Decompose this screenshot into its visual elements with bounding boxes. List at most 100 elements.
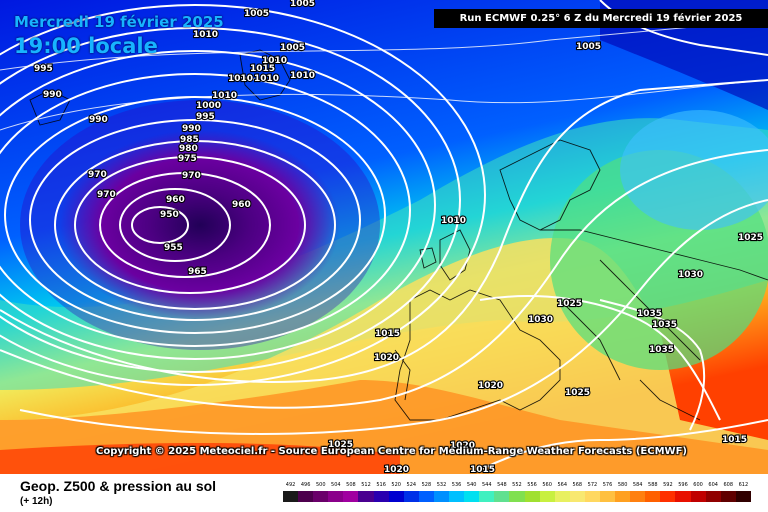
legend-swatch: [494, 491, 510, 502]
isobar-label: 1035: [652, 320, 677, 330]
legend-cell: 504: [328, 482, 344, 504]
legend-cell: 576: [599, 482, 616, 504]
green-band: [0, 118, 768, 391]
isobar-label: 960: [232, 200, 251, 210]
isobar-label: 1025: [738, 233, 763, 243]
isobar-label: 1010: [254, 74, 279, 84]
legend-swatch: [675, 491, 691, 502]
legend-swatch: [509, 491, 525, 502]
legend-cell: 544: [479, 482, 495, 504]
legend-swatch: [388, 491, 404, 502]
isobar-label: 975: [178, 154, 197, 164]
legend-swatch: [630, 491, 646, 502]
legend-cell: 560: [539, 482, 555, 504]
isobar-label: 1020: [450, 441, 475, 451]
legend-swatch: [328, 491, 344, 502]
isobar-label: 955: [164, 243, 183, 253]
legend-label: 508: [346, 482, 356, 488]
legend-cell: 524: [403, 482, 419, 504]
isobar-label: 1010: [262, 56, 287, 66]
legend-cell: 588: [645, 482, 661, 504]
legend-cell: 512: [358, 482, 374, 504]
legend-swatch: [283, 491, 299, 502]
legend-swatch: [464, 491, 480, 502]
red-band: [0, 443, 400, 474]
legend-swatch: [615, 491, 631, 502]
weather-map: 1005 1005 1010 1005 1010 1015 1010 1010 …: [0, 0, 768, 474]
legend-swatch: [373, 491, 389, 502]
isobar-label: 985: [180, 135, 199, 145]
legend-label: 556: [527, 482, 537, 488]
legend-label: 528: [421, 482, 432, 488]
legend-label: 568: [572, 482, 583, 488]
legend-label: 596: [678, 482, 688, 488]
legend-swatch: [524, 491, 540, 502]
map-date: Mercredi 19 février 2025: [14, 13, 224, 31]
isobar-label: 970: [88, 170, 107, 180]
legend-label: 500: [315, 482, 326, 488]
legend-cell: 584: [630, 482, 646, 504]
legend-label: 540: [466, 482, 477, 488]
legend-label: 504: [331, 482, 341, 488]
legend-swatch: [584, 491, 600, 502]
legend-label: 536: [451, 482, 462, 488]
isobar-label: 1010: [193, 30, 218, 40]
legend-label: 600: [693, 482, 703, 488]
legend-label: 584: [632, 482, 643, 488]
legend-cell: 592: [660, 482, 676, 504]
legend-swatch: [720, 491, 736, 502]
legend-cell: 548: [494, 482, 510, 504]
isobar-label: 1005: [280, 43, 305, 53]
footer-subtitle: (+ 12h): [20, 496, 53, 507]
legend-swatch: [539, 491, 555, 502]
legend-swatch: [313, 491, 329, 502]
isobar-label: 1015: [250, 64, 275, 74]
legend-cell: 568: [569, 482, 585, 504]
legend-cell: 492: [283, 482, 299, 504]
isobar-label: 995: [34, 64, 53, 74]
isobar-label: 1025: [557, 299, 582, 309]
isobar-label: 1005: [290, 0, 315, 9]
legend-cell: 600: [690, 482, 706, 504]
legend-label: 512: [361, 482, 371, 488]
color-legend: 492 496 500 504 508 512 516 520 524 528 532 536 540 5…: [283, 482, 751, 504]
legend-swatch: [660, 491, 676, 502]
isobar-label: 1020: [384, 465, 409, 474]
legend-label: 516: [376, 482, 386, 488]
legend-cell: 556: [524, 482, 540, 504]
isobar-label: 1015: [470, 465, 495, 474]
low-core: [60, 130, 340, 320]
isobar-label: 1025: [565, 388, 590, 398]
legend-cell: 536: [449, 482, 465, 504]
legend-cell: 604: [705, 482, 721, 504]
run-info: Run ECMWF 0.25° 6 Z du Mercredi 19 févri…: [434, 9, 768, 28]
legend-swatch: [358, 491, 374, 502]
isobar-label: 970: [182, 171, 201, 181]
legend-swatch: [690, 491, 706, 502]
legend-cell: 520: [388, 482, 404, 504]
isobar-label: 1035: [649, 345, 674, 355]
isobars: [0, 0, 768, 470]
europe-cyan: [620, 110, 768, 230]
isobar-label: 1035: [637, 309, 662, 319]
legend-cell: 500: [313, 482, 329, 504]
legend-label: 576: [602, 482, 613, 488]
legend-label: 564: [557, 482, 567, 488]
isobar-labels: 1005 1005 1010 1005 1010 1015 1010 1010 …: [33, 0, 764, 474]
legend-label: 492: [285, 482, 296, 488]
footer-title: Geop. Z500 & pression au sol: [20, 478, 217, 494]
isobar-label: 1030: [528, 315, 553, 325]
isobar-label: 995: [196, 112, 215, 122]
isobar-label: 1010: [441, 216, 466, 226]
legend-cell: 564: [554, 482, 570, 504]
legend-swatch: [479, 491, 495, 502]
isobar-label: 970: [97, 190, 116, 200]
legend-cell: 540: [464, 482, 480, 504]
legend-label: 580: [617, 482, 628, 488]
isobar-label: 950: [160, 210, 179, 220]
legend-label: 604: [708, 482, 718, 488]
isobar-label: 1010: [228, 74, 253, 84]
isobar-label: 1010: [290, 71, 315, 81]
legend-label: 520: [391, 482, 401, 488]
legend-swatch: [403, 491, 419, 502]
